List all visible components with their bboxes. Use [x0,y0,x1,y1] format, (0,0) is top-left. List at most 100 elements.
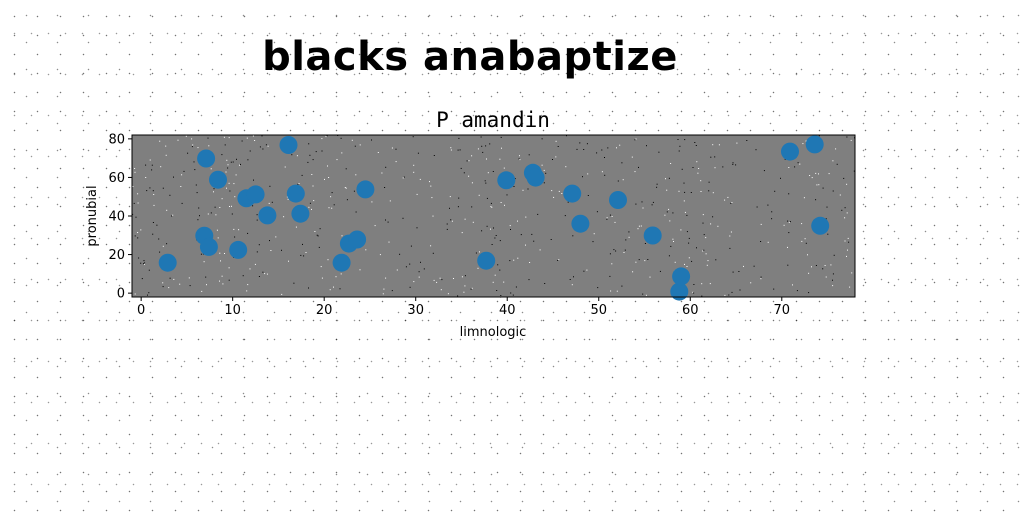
noise-speck [541,164,543,166]
noise-speck [486,225,488,227]
noise-speck [632,271,634,273]
noise-speck [491,244,493,245]
noise-speck [789,221,791,223]
noise-speck [153,204,155,206]
noise-speck [690,192,692,193]
noise-speck [403,176,405,178]
noise-speck [275,236,277,238]
noise-speck [732,162,734,164]
noise-speck [159,251,161,253]
noise-speck [672,238,674,240]
noise-speck [557,260,559,261]
noise-speck [693,284,695,285]
noise-speck [846,183,848,185]
noise-speck [847,249,848,251]
noise-speck [353,190,355,192]
noise-speck [609,214,611,216]
noise-speck [664,214,666,216]
noise-speck [686,231,688,233]
noise-speck [252,135,254,137]
noise-speck [166,209,168,211]
figure-title: blacks anabaptize [262,34,678,80]
noise-speck [149,187,151,189]
noise-speck [481,230,483,232]
noise-speck [844,207,846,209]
noise-speck [288,260,289,262]
noise-speck [635,138,637,140]
noise-speck [788,232,790,234]
noise-speck [313,200,315,202]
noise-speck [710,223,712,225]
noise-speck [432,215,434,217]
noise-speck [679,145,681,147]
noise-speck [477,267,479,269]
noise-speck [329,289,331,291]
x-tick-label: 10 [224,303,241,318]
noise-speck [471,287,473,289]
y-tick-label: 0 [117,287,125,302]
noise-speck [152,222,154,223]
noise-speck [252,205,254,207]
noise-speck [207,213,209,215]
noise-speck [132,213,134,215]
noise-speck [533,240,535,242]
noise-speck [355,211,357,213]
noise-speck [471,206,473,208]
noise-speck [355,174,357,176]
noise-speck [151,169,153,171]
noise-speck [451,220,453,222]
noise-speck [638,166,639,168]
y-tick-label: 20 [108,248,125,263]
y-axis-label: pronubial [85,185,100,246]
noise-speck [410,245,412,247]
noise-speck [839,194,841,196]
noise-speck [134,293,136,295]
noise-speck [480,136,482,138]
noise-speck [460,167,462,169]
noise-speck [420,261,421,263]
noise-speck [827,233,829,235]
noise-speck [668,177,670,179]
noise-speck [269,185,271,187]
noise-speck [606,217,608,219]
noise-speck [487,172,489,174]
noise-speck [787,220,789,222]
noise-speck [256,251,258,253]
noise-speck [321,138,323,140]
noise-speck [774,190,776,192]
noise-speck [743,265,744,267]
noise-speck [788,167,790,168]
noise-speck [228,182,230,184]
noise-speck [200,253,202,255]
noise-speck [832,160,834,162]
noise-speck [336,159,338,161]
noise-speck [158,238,160,240]
noise-speck [385,219,386,221]
noise-speck [586,269,588,271]
noise-speck [550,239,552,240]
noise-speck [555,156,557,158]
noise-speck [849,286,851,288]
noise-speck [340,273,342,275]
noise-speck [327,259,329,261]
x-tick-label: 50 [590,303,607,318]
noise-speck [490,202,492,204]
noise-speck [738,271,740,272]
noise-speck [760,278,762,280]
scatter-point [571,214,590,233]
noise-speck [484,180,486,182]
noise-speck [256,214,258,216]
noise-speck [666,189,668,191]
noise-speck [256,219,258,221]
noise-speck [430,245,432,247]
noise-speck [233,228,235,230]
noise-speck [395,161,397,163]
noise-speck [327,165,328,167]
noise-speck [197,147,199,149]
noise-speck [698,168,700,169]
noise-speck [464,285,466,287]
noise-speck [247,232,249,234]
noise-speck [583,270,585,272]
noise-speck [718,144,720,146]
noise-speck [183,170,185,172]
